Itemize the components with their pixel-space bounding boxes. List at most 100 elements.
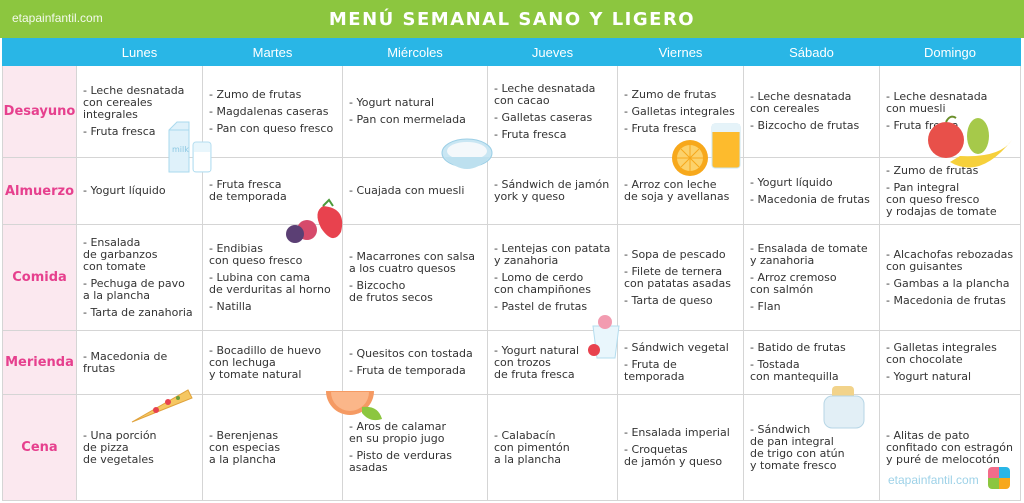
menu-cell: - Ensalada de tomate y zanahoria - Arroz …: [743, 224, 880, 331]
menu-item: - Lentejas con patata y zanahoria: [494, 241, 611, 267]
menu-item: - Quesitos con tostada: [349, 347, 473, 360]
menu-item: - Fruta fresca de temporada: [209, 178, 287, 203]
meal-label: Merienda: [2, 330, 77, 395]
menu-cell: - Arroz con leche de soja y avellanas: [617, 157, 744, 225]
menu-item: - Bizcocho de frutos secos: [349, 279, 433, 304]
menu-cell: - Macedonia de frutas: [76, 330, 203, 395]
menu-item: - Galletas caseras: [494, 110, 593, 124]
menu-item: - Una porción de pizza de vegetales: [83, 428, 157, 466]
menu-item: - Bizcocho de frutas: [750, 119, 860, 132]
menu-cell: - Zumo de frutas - Pan integral con queso…: [879, 157, 1021, 225]
day-header: Lunes: [76, 38, 203, 66]
menu-item: - Filete de ternera con patatas asadas: [624, 264, 731, 290]
menu-cell: - Quesitos con tostada - Fruta de tempora…: [342, 330, 488, 395]
menu-item: - Zumo de frutas: [209, 87, 302, 101]
menu-cell: - Ensalada de garbanzos con tomate - Pech…: [76, 224, 203, 331]
day-header: Martes: [202, 38, 343, 66]
menu-item: - Tarta de zanahoria: [83, 305, 193, 319]
menu-cell: - Sándwich vegetal - Fruta de temporada: [617, 330, 744, 395]
menu-cell: - Sándwich de pan integral de trigo con …: [743, 394, 880, 501]
menu-cell: - Zumo de frutas - Galletas integrales - F…: [617, 65, 744, 158]
menu-item: - Pechuga de pavo a la plancha: [83, 276, 185, 302]
menu-cell: - Alcachofas rebozadas con guisantes - Ga…: [879, 224, 1021, 331]
menu-item: - Pan con queso fresco: [209, 121, 334, 135]
menu-item: - Endibias con queso fresco: [209, 241, 303, 267]
meal-label: Cena: [2, 394, 77, 501]
menu-item: - Sándwich de jamón york y queso: [494, 178, 610, 203]
menu-cell: - Leche desnatada con muesli - Fruta fres…: [879, 65, 1021, 158]
meal-label: Desayuno: [2, 65, 77, 158]
menu-item: - Sándwich de pan integral de trigo con …: [750, 422, 845, 472]
menu-item: - Magdalenas caseras: [209, 104, 329, 118]
menu-item: - Pan integral con queso fresco y rodaja…: [886, 180, 997, 218]
day-header: Viernes: [617, 38, 744, 66]
day-header: Sábado: [743, 38, 880, 66]
menu-cell: - Alitas de pato confitado con estragón …: [879, 394, 1021, 501]
menu-item: - Pastel de frutas: [494, 299, 588, 313]
menu-item: - Macarrones con salsa a los cuatro ques…: [349, 250, 476, 275]
day-header: Miércoles: [342, 38, 488, 66]
menu-item: - Fruta fresca: [494, 127, 567, 141]
menu-cell: - Calabacín con pimentón a la plancha: [487, 394, 618, 501]
brand-text: etapainfantil.com: [12, 11, 103, 25]
menu-item: - Fruta fresca: [886, 119, 959, 132]
title-bar: etapainfantil.com MENÚ SEMANAL SANO Y LI…: [0, 0, 1024, 38]
menu-cell: - Yogurt líquido: [76, 157, 203, 225]
menu-cell: - Lentejas con patata y zanahoria - Lomo …: [487, 224, 618, 331]
menu-item: - Pan con mermelada: [349, 113, 466, 126]
menu-item: - Lomo de cerdo con champiñones: [494, 270, 591, 296]
meal-row: Desayuno - Leche desnatada con cereales i…: [2, 65, 1021, 158]
menu-cell: - Sopa de pescado - Filete de ternera con…: [617, 224, 744, 331]
menu-item: - Ensalada de garbanzos con tomate: [83, 235, 158, 273]
menu-cell: - Leche desnatada con cereales integrale…: [76, 65, 203, 158]
meal-row: Almuerzo - Yogurt líquido - Fruta fresca d…: [2, 157, 1021, 225]
menu-item: - Arroz cremoso con salmón: [750, 270, 837, 296]
meal-row: Cena - Una porción de pizza de vegetales -…: [2, 394, 1021, 501]
menu-cell: - Una porción de pizza de vegetales: [76, 394, 203, 501]
menu-cell: - Aros de calamar en su propio jugo - Pis…: [342, 394, 488, 501]
menu-item: - Yogurt natural con trozos de fruta fre…: [494, 343, 580, 381]
menu-item: - Pisto de verduras asadas: [349, 449, 452, 474]
menu-item: - Alitas de pato confitado con estragón …: [886, 428, 1013, 466]
menu-cell: - Ensalada imperial - Croquetas de jamón …: [617, 394, 744, 501]
menu-item: - Cuajada con muesli: [349, 184, 465, 197]
menu-item: - Leche desnatada con muesli: [886, 90, 988, 115]
menu-item: - Tarta de queso: [624, 293, 713, 307]
menu-item: - Bocadillo de huevo con lechuga y tomat…: [209, 343, 322, 381]
menu-item: - Zumo de frutas: [624, 87, 717, 101]
menu-item: - Berenjenas con especias a la plancha: [209, 428, 281, 466]
brand-logo-icon: [988, 467, 1010, 489]
menu-item: - Leche desnatada con cereales: [750, 90, 852, 115]
menu-item: - Fruta de temporada: [349, 364, 466, 377]
menu-item: - Yogurt líquido: [750, 175, 833, 189]
menu-item: - Natilla: [209, 299, 252, 313]
corner-cell: [2, 38, 77, 66]
day-header-row: Lunes Martes Miércoles Jueves Viernes Sá…: [2, 38, 1021, 66]
menu-item: - Fruta fresca: [83, 125, 156, 138]
menu-item: - Leche desnatada con cereales integrale…: [83, 84, 185, 121]
day-header: Jueves: [487, 38, 618, 66]
menu-cell: - Leche desnatada con cereales - Bizcocho…: [743, 65, 880, 158]
menu-cell: - Galletas integrales con chocolate - Yog…: [879, 330, 1021, 395]
menu-item: - Ensalada de tomate y zanahoria: [750, 241, 868, 267]
menu-item: - Tostada con mantequilla: [750, 358, 839, 383]
menu-item: - Aros de calamar en su propio jugo: [349, 420, 447, 445]
menu-cell: - Leche desnatada con cacao - Galletas ca…: [487, 65, 618, 158]
menu-cell: - Endibias con queso fresco - Lubina con …: [202, 224, 343, 331]
menu-item: - Yogurt líquido: [83, 184, 166, 197]
footer-brand-text: etapainfantil.com: [888, 473, 979, 487]
menu-item: - Ensalada imperial: [624, 426, 730, 439]
menu-cell: - Yogurt líquido - Macedonia de frutas: [743, 157, 880, 225]
menu-item: - Yogurt natural: [349, 96, 435, 109]
menu-item: - Sándwich vegetal: [624, 341, 729, 354]
menu-item: - Zumo de frutas: [886, 163, 979, 177]
menu-item: - Yogurt natural: [886, 370, 972, 383]
menu-cell: - Fruta fresca de temporada: [202, 157, 343, 225]
menu-cell: - Yogurt natural con trozos de fruta fre…: [487, 330, 618, 395]
menu-item: - Macedonia de frutas: [750, 192, 870, 206]
menu-cell: - Macarrones con salsa a los cuatro ques…: [342, 224, 488, 331]
page-title: MENÚ SEMANAL SANO Y LIGERO: [328, 8, 696, 30]
meal-row: Merienda - Macedonia de frutas - Bocadillo…: [2, 330, 1021, 395]
meal-row: Comida - Ensalada de garbanzos con tomate…: [2, 224, 1021, 331]
menu-item: - Batido de frutas: [750, 341, 846, 354]
